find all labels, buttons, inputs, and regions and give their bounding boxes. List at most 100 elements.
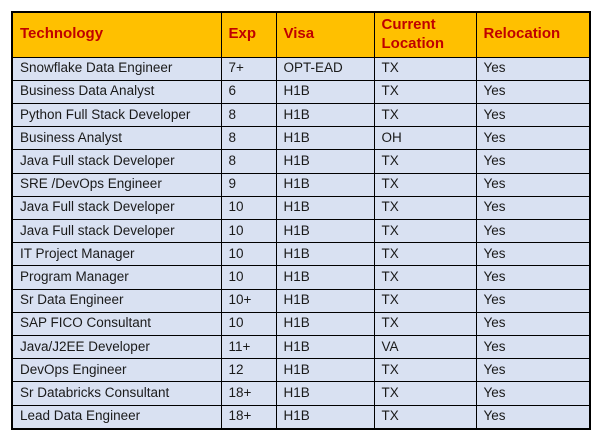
table-row: DevOps Engineer 12 H1B TX Yes — [11, 358, 591, 383]
table-body: Snowflake Data Engineer 7+ OPT-EAD TX Yes Bus… — [11, 56, 591, 430]
column-header-visa: Visa — [275, 11, 375, 58]
cell-exp: 10 — [220, 265, 277, 290]
column-header-relocation: Relocation — [475, 11, 591, 58]
cell-exp: 9 — [220, 172, 277, 197]
cell-visa: H1B — [275, 218, 375, 244]
cell-exp: 10+ — [220, 288, 277, 313]
cell-current-location: TX — [373, 358, 477, 383]
header-row: Technology Exp Visa Current Location Rel… — [11, 11, 591, 58]
table-row: Sr Databricks Consultant 18+ H1B TX Yes — [11, 381, 591, 406]
cell-relocation: Yes — [475, 242, 591, 267]
cell-technology: IT Project Manager — [11, 242, 222, 267]
table-row: Business Data Analyst 6 H1B TX Yes — [11, 79, 591, 104]
table-row: Program Manager 10 H1B TX Yes — [11, 265, 591, 290]
cell-visa: H1B — [275, 358, 375, 383]
column-header-current-location: Current Location — [373, 11, 477, 58]
cell-current-location: TX — [373, 218, 477, 244]
cell-relocation: Yes — [475, 311, 591, 336]
cell-technology: SAP FICO Consultant — [11, 311, 222, 336]
column-header-exp: Exp — [220, 11, 277, 58]
cell-current-location: TX — [373, 242, 477, 267]
cell-current-location: TX — [373, 149, 477, 174]
cell-relocation: Yes — [475, 404, 591, 430]
cell-relocation: Yes — [475, 381, 591, 406]
cell-current-location: TX — [373, 404, 477, 430]
cell-current-location: TX — [373, 311, 477, 336]
cell-exp: 18+ — [220, 381, 277, 406]
cell-relocation: Yes — [475, 288, 591, 313]
table-row: Java Full stack Developer 8 H1B TX Yes — [11, 149, 591, 174]
cell-exp: 10 — [220, 311, 277, 336]
cell-technology: Java Full stack Developer — [11, 195, 222, 220]
cell-current-location: TX — [373, 288, 477, 313]
cell-technology: SRE /DevOps Engineer — [11, 172, 222, 197]
cell-relocation: Yes — [475, 195, 591, 220]
cell-technology: Python Full Stack Developer — [11, 102, 222, 128]
cell-visa: H1B — [275, 265, 375, 290]
table-row: SAP FICO Consultant 10 H1B TX Yes — [11, 311, 591, 336]
table-row: IT Project Manager 10 H1B TX Yes — [11, 242, 591, 267]
cell-visa: H1B — [275, 79, 375, 104]
table-row: Business Analyst 8 H1B OH Yes — [11, 126, 591, 151]
cell-technology: Java Full stack Developer — [11, 218, 222, 244]
cell-exp: 7+ — [220, 56, 277, 81]
cell-relocation: Yes — [475, 218, 591, 244]
cell-visa: H1B — [275, 404, 375, 430]
cell-exp: 8 — [220, 126, 277, 151]
cell-technology: Business Analyst — [11, 126, 222, 151]
cell-technology: Program Manager — [11, 265, 222, 290]
cell-visa: H1B — [275, 288, 375, 313]
table-header: Technology Exp Visa Current Location Rel… — [11, 11, 591, 58]
table-row: Snowflake Data Engineer 7+ OPT-EAD TX Yes — [11, 56, 591, 81]
cell-visa: H1B — [275, 334, 375, 360]
cell-exp: 10 — [220, 195, 277, 220]
cell-exp: 10 — [220, 218, 277, 244]
cell-exp: 8 — [220, 102, 277, 128]
table-row: Java/J2EE Developer 11+ H1B VA Yes — [11, 334, 591, 360]
cell-relocation: Yes — [475, 172, 591, 197]
candidates-table-container: Technology Exp Visa Current Location Rel… — [11, 11, 591, 430]
cell-visa: H1B — [275, 311, 375, 336]
cell-relocation: Yes — [475, 79, 591, 104]
cell-visa: OPT-EAD — [275, 56, 375, 81]
cell-visa: H1B — [275, 102, 375, 128]
cell-relocation: Yes — [475, 358, 591, 383]
cell-current-location: TX — [373, 56, 477, 81]
cell-relocation: Yes — [475, 56, 591, 81]
cell-exp: 18+ — [220, 404, 277, 430]
cell-visa: H1B — [275, 126, 375, 151]
table-row: Sr Data Engineer 10+ H1B TX Yes — [11, 288, 591, 313]
column-header-technology: Technology — [11, 11, 222, 58]
cell-visa: H1B — [275, 195, 375, 220]
cell-technology: Sr Databricks Consultant — [11, 381, 222, 406]
cell-relocation: Yes — [475, 126, 591, 151]
table-row: Java Full stack Developer 10 H1B TX Yes — [11, 218, 591, 244]
cell-technology: Java/J2EE Developer — [11, 334, 222, 360]
candidates-table: Technology Exp Visa Current Location Rel… — [11, 11, 591, 430]
cell-visa: H1B — [275, 149, 375, 174]
cell-relocation: Yes — [475, 102, 591, 128]
cell-technology: Business Data Analyst — [11, 79, 222, 104]
cell-visa: H1B — [275, 381, 375, 406]
cell-current-location: TX — [373, 79, 477, 104]
cell-current-location: TX — [373, 381, 477, 406]
cell-exp: 8 — [220, 149, 277, 174]
table-row: Java Full stack Developer 10 H1B TX Yes — [11, 195, 591, 220]
cell-technology: Sr Data Engineer — [11, 288, 222, 313]
cell-visa: H1B — [275, 242, 375, 267]
cell-technology: Snowflake Data Engineer — [11, 56, 222, 81]
cell-current-location: TX — [373, 102, 477, 128]
table-row: SRE /DevOps Engineer 9 H1B TX Yes — [11, 172, 591, 197]
cell-exp: 12 — [220, 358, 277, 383]
cell-current-location: VA — [373, 334, 477, 360]
cell-visa: H1B — [275, 172, 375, 197]
table-row: Python Full Stack Developer 8 H1B TX Yes — [11, 102, 591, 128]
cell-relocation: Yes — [475, 265, 591, 290]
cell-current-location: TX — [373, 265, 477, 290]
cell-technology: Java Full stack Developer — [11, 149, 222, 174]
cell-relocation: Yes — [475, 149, 591, 174]
cell-exp: 10 — [220, 242, 277, 267]
cell-current-location: TX — [373, 195, 477, 220]
cell-technology: Lead Data Engineer — [11, 404, 222, 430]
cell-exp: 6 — [220, 79, 277, 104]
